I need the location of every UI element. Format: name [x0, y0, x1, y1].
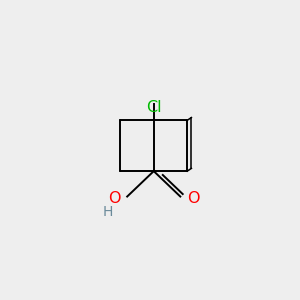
Text: H: H — [103, 205, 113, 219]
Text: O: O — [108, 191, 121, 206]
Text: O: O — [188, 191, 200, 206]
Text: Cl: Cl — [146, 100, 162, 115]
